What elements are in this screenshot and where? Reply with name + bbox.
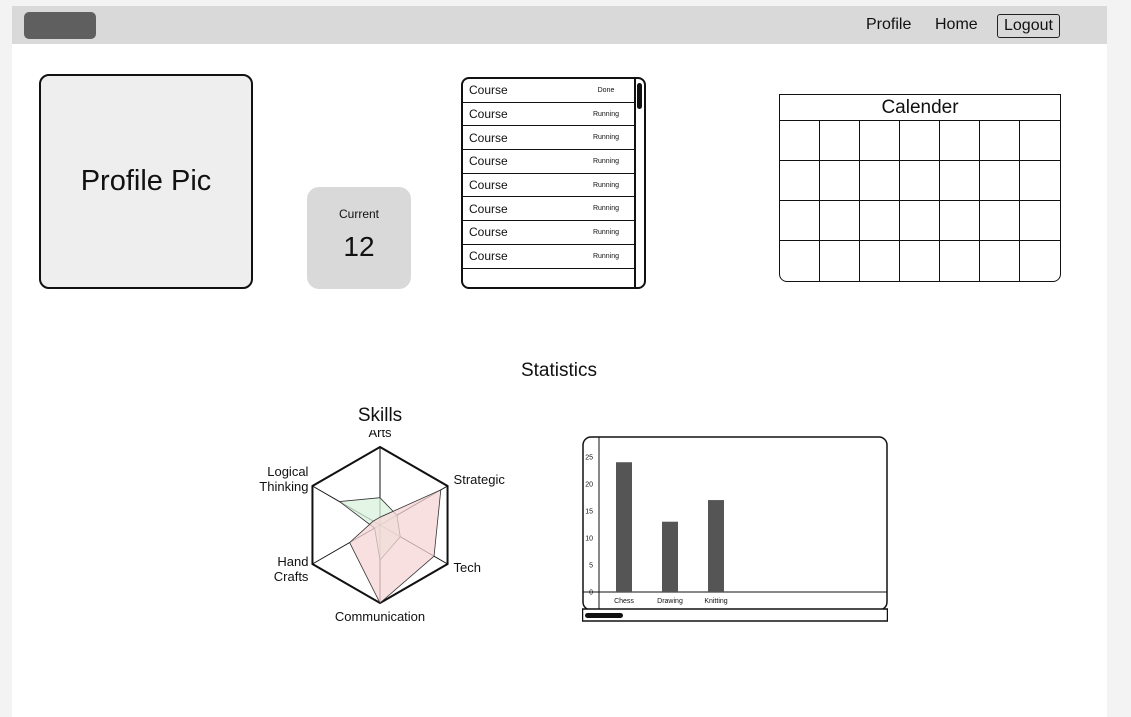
bar [708,500,724,592]
radar-axis-label: Communication [335,609,425,624]
y-tick-label: 0 [589,590,593,597]
course-list-scroll-thumb[interactable] [637,83,642,109]
calendar-day-cell[interactable] [900,161,940,201]
course-name: Course [469,107,508,122]
calendar-day-cell[interactable] [780,201,820,241]
calendar-day-cell[interactable] [780,121,820,161]
calendar-day-cell[interactable] [980,121,1020,161]
profile-picture-label: Profile Pic [80,165,212,197]
logo[interactable] [24,12,96,39]
course-name: Course [469,130,508,145]
course-name: Course [469,154,508,169]
calendar-day-cell[interactable] [860,161,900,201]
statistics-bar-chart: 0 5 10 15 20 25 Chess Drawing Knitting [582,436,888,622]
course-status: Running [592,134,620,142]
calendar-day-cell[interactable] [820,121,860,161]
course-list-scrollbar[interactable] [634,79,644,287]
calendar-day-cell[interactable] [900,201,940,241]
course-name: Course [469,249,508,264]
course-status: Done [597,86,615,94]
calendar-day-cell[interactable] [1020,121,1060,161]
current-count-card: Current 12 [307,187,411,289]
x-tick-label: Knitting [704,598,727,605]
calendar-day-cell[interactable] [1020,241,1060,281]
course-rows: Course Done Course Running Course Running Cour… [463,79,635,269]
radar-axis-label: Hand Crafts [274,554,309,584]
course-status: Running [592,205,620,213]
current-label: Current [338,207,379,221]
bar-chart-scroll-thumb[interactable] [585,613,623,618]
calendar: Calender [779,94,1061,282]
calendar-day-cell[interactable] [900,121,940,161]
calendar-day-cell[interactable] [820,241,860,281]
radar-axis-label: Strategic [454,472,506,487]
course-name: Course [469,225,508,240]
calendar-day-cell[interactable] [940,241,980,281]
course-status: Running [592,157,620,165]
calendar-day-cell[interactable] [820,201,860,241]
calendar-day-cell[interactable] [860,201,900,241]
calendar-day-cell[interactable] [980,161,1020,201]
calendar-day-cell[interactable] [980,201,1020,241]
x-tick-label: Drawing [657,598,683,605]
calendar-day-cell[interactable] [780,241,820,281]
course-status: Running [592,252,620,260]
calendar-day-cell[interactable] [860,121,900,161]
radar-axis-label: Arts [368,430,392,440]
logout-button[interactable]: Logout [997,14,1060,38]
x-tick-label: Chess [614,598,634,605]
calendar-day-cell[interactable] [860,241,900,281]
calendar-title: Calender [780,95,1060,121]
calendar-day-cell[interactable] [1020,201,1060,241]
radar-axis-label: Tech [454,560,481,575]
course-name: Course [469,83,508,98]
course-status: Running [592,110,620,118]
course-row[interactable]: Course Running [463,150,635,174]
skills-heading: Skills [357,405,403,426]
course-name: Course [469,201,508,216]
course-row[interactable]: Course Running [463,197,635,222]
y-tick-label: 25 [585,454,593,461]
course-row[interactable]: Course Running [463,103,635,127]
calendar-day-cell[interactable] [940,201,980,241]
calendar-day-cell[interactable] [820,161,860,201]
y-tick-label: 20 [585,481,593,488]
calendar-day-cell[interactable] [780,161,820,201]
course-name: Course [469,178,508,193]
calendar-day-cell[interactable] [940,161,980,201]
radar-axis-label: Logical Thinking [259,464,308,494]
current-value: 12 [343,231,375,262]
course-row[interactable]: Course Done [463,79,635,103]
course-row[interactable]: Course Running [463,126,635,151]
nav-home-link[interactable]: Home [935,16,978,33]
calendar-day-cell[interactable] [980,241,1020,281]
statistics-heading: Statistics [520,360,598,381]
skills-radar-chart: Arts Strategic Tech Communication Hand Crafts… [259,430,506,624]
profile-picture[interactable]: Profile Pic [39,74,253,289]
course-list: Course Done Course Running Course Running Cour… [461,77,646,289]
nav-profile-link[interactable]: Profile [866,16,912,33]
y-tick-label: 10 [585,535,593,542]
course-row[interactable]: Course Running [463,245,635,269]
course-row[interactable]: Course Running [463,174,635,198]
course-row[interactable]: Course Running [463,221,635,245]
top-navigation-bar: Profile Home Logout [12,6,1107,44]
calendar-day-cell[interactable] [900,241,940,281]
calendar-day-cell[interactable] [940,121,980,161]
radar-series-area [349,489,442,604]
course-status: Running [592,181,620,189]
calendar-grid [780,121,1060,281]
y-tick-label: 5 [589,562,593,569]
bar [662,521,678,592]
bar-chart-scrollbar[interactable] [582,608,888,622]
calendar-day-cell[interactable] [1020,161,1060,201]
bar [616,462,632,592]
y-tick-label: 15 [585,508,593,515]
course-status: Running [592,228,620,236]
